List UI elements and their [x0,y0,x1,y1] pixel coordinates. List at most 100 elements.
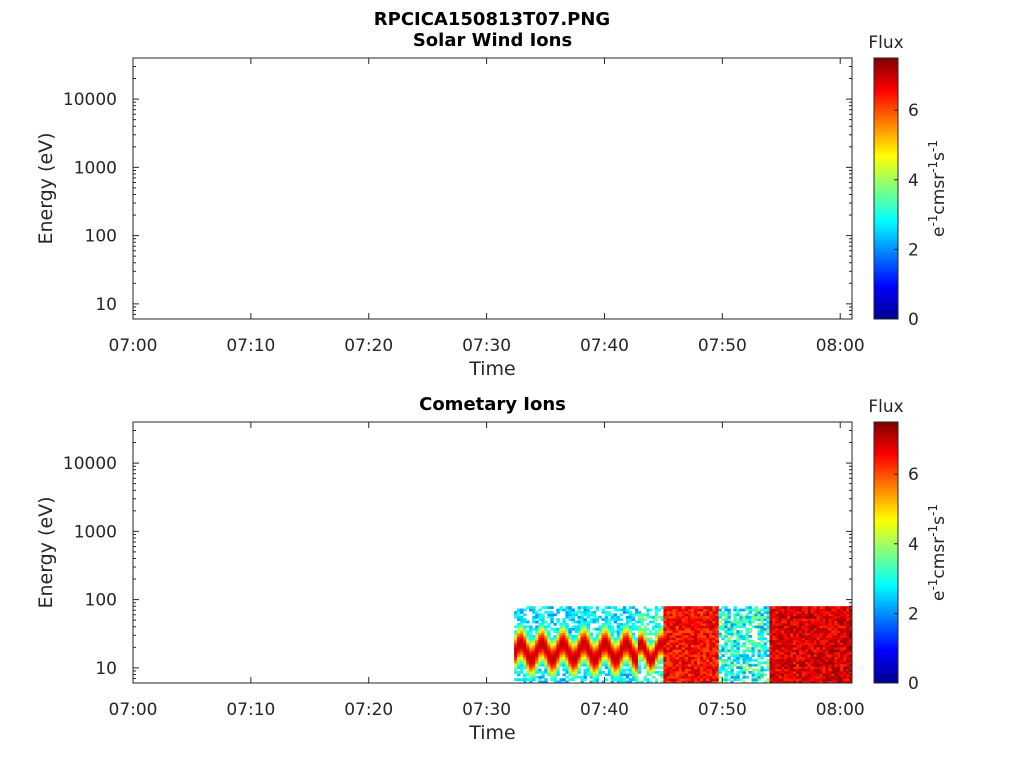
heatmap-cell [589,666,593,669]
heatmap-cell [634,647,639,650]
heatmap-cell [706,659,710,662]
heatmap-cell [529,651,533,655]
heatmap-cell [660,635,664,638]
heatmap-cell [675,639,680,643]
heatmap-cell [640,637,644,641]
heatmap-cell [514,656,518,660]
heatmap-cell [819,613,823,617]
heatmap-cell [613,618,618,621]
heatmap-cell [690,625,695,629]
heatmap-cell [700,644,704,648]
heatmap-cell [778,615,782,619]
heatmap-cell [595,680,599,684]
heatmap-cell [834,647,838,650]
heatmap-cell [760,639,764,643]
heatmap-cell [523,666,527,669]
heatmap-cell [813,630,817,633]
heatmap-cell [619,623,624,626]
heatmap-cell [580,635,584,638]
heatmap-cell [666,639,670,643]
heatmap-cell [810,654,814,657]
heatmap-cell [721,661,725,665]
heatmap-cell [526,673,530,677]
heatmap-cell [607,606,612,609]
heatmap-cell [559,659,563,662]
heatmap-cell [622,639,627,643]
heatmap-cell [571,637,575,641]
heatmap-cell [598,627,602,631]
heatmap-cell [822,661,826,665]
heatmap-cell [715,671,719,674]
heatmap-cell [837,651,841,655]
heatmap-cell [819,606,823,609]
heatmap-cell [547,651,551,655]
heatmap-cell [604,615,609,619]
heatmap-cell [775,649,779,653]
heatmap-cell [583,663,587,667]
heatmap-cell [562,680,566,684]
heatmap-cell [657,651,661,655]
heatmap-cell [675,637,680,641]
heatmap-cell [813,625,817,629]
heatmap-cell [822,613,826,617]
heatmap-cell [736,608,740,612]
heatmap-cell [610,642,615,645]
heatmap-cell [807,675,812,679]
heatmap-cell [700,625,704,629]
heatmap-cell [523,663,527,667]
heatmap-cell [790,649,794,653]
heatmap-cell [816,678,820,681]
heatmap-cell [654,606,659,609]
heatmap-cell [604,627,609,631]
heatmap-cell [742,680,746,684]
heatmap-cell [778,613,782,617]
heatmap-cell [571,663,575,667]
colorbar-tick-label: 4 [908,535,919,555]
heatmap-cell [801,661,806,665]
heatmap-cell [523,673,527,677]
heatmap-cell [616,630,621,633]
heatmap-cell [721,606,725,609]
heatmap-cell [790,659,794,662]
heatmap-cell [565,630,569,633]
heatmap-cell [684,625,689,629]
heatmap-cell [715,618,719,621]
heatmap-cell [846,661,850,665]
heatmap-cell [784,623,788,626]
heatmap-cell [613,654,618,657]
heatmap-cell [706,623,710,626]
y-tick-label: 10000 [63,454,117,474]
heatmap-cell [687,666,692,669]
heatmap-cell [715,630,719,633]
heatmap-cell [801,654,806,657]
heatmap-cell [816,618,820,621]
heatmap-cell [571,625,575,629]
heatmap-cell [610,625,615,629]
heatmap-cell [610,647,615,650]
heatmap-cell [721,613,725,617]
heatmap-cell [828,668,832,672]
colorbar-title: Flux [868,33,903,53]
heatmap-cell [622,678,627,681]
heatmap-cell [784,618,788,621]
heatmap-cell [772,661,776,665]
heatmap-cell [763,630,767,633]
heatmap-cell [604,637,609,641]
heatmap-cell [646,627,650,631]
heatmap-cell [745,668,749,672]
heatmap-cell [529,608,533,612]
heatmap-cell [631,627,636,631]
heatmap-cell [604,632,609,636]
heatmap-cell [616,671,621,674]
heatmap-cell [742,661,746,665]
heatmap-cell [571,644,575,648]
heatmap-cell [697,661,701,665]
heatmap-cell [694,671,698,674]
heatmap-cell [523,680,527,684]
heatmap-cell [804,668,809,672]
heatmap-cell [733,663,737,667]
heatmap-cell [675,627,680,631]
heatmap-cell [604,673,609,677]
heatmap-cell [613,639,618,643]
